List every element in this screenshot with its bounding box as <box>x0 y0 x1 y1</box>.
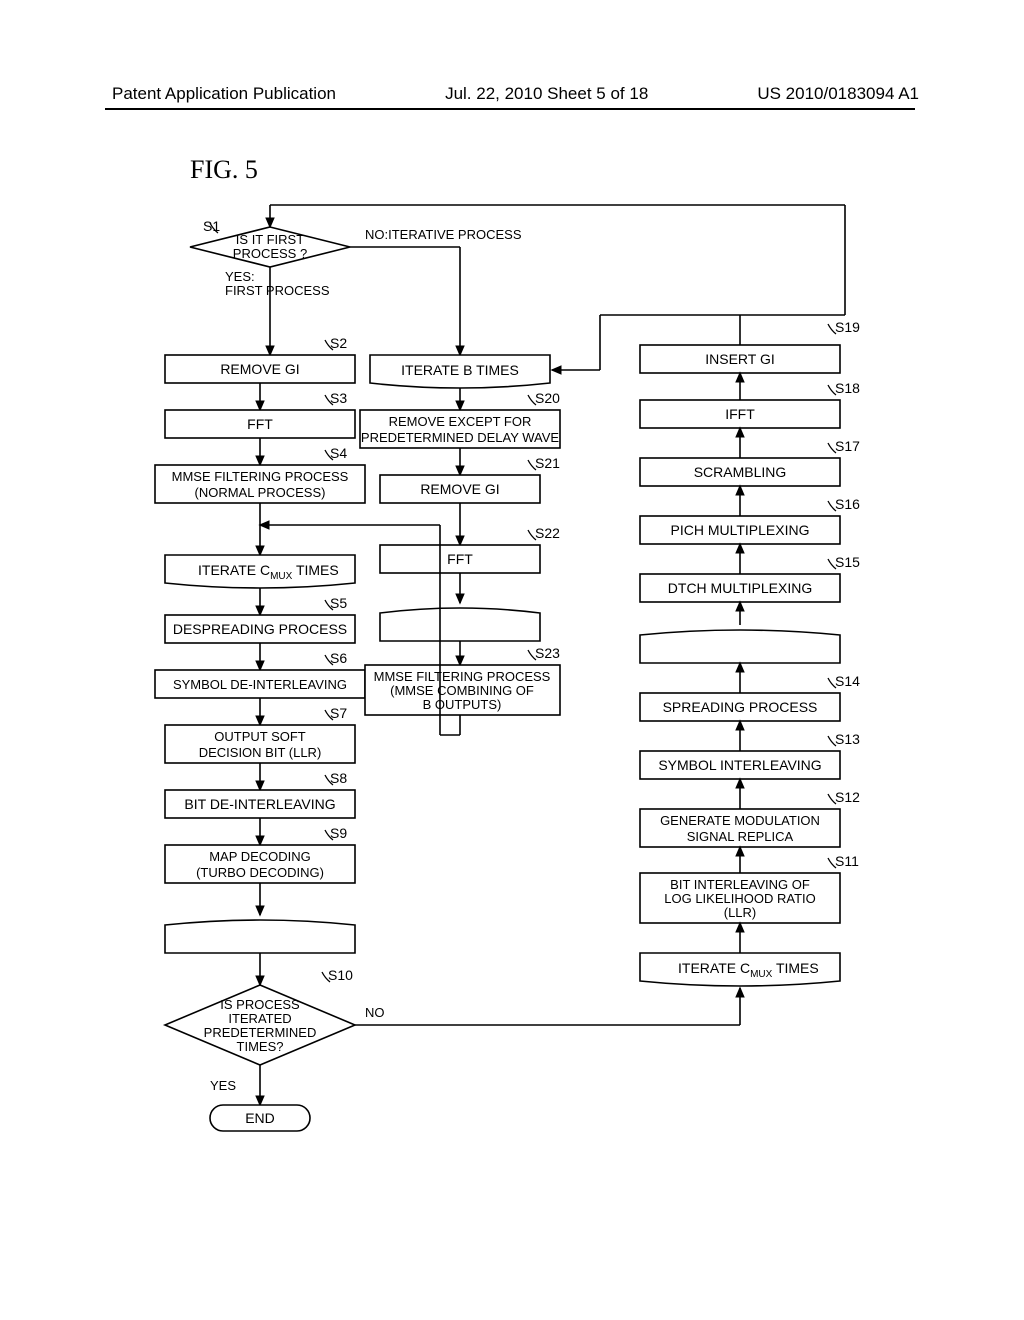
svg-text:END: END <box>245 1110 275 1126</box>
label-s11: S11 <box>835 853 859 869</box>
label-first-process: FIRST PROCESS <box>225 283 330 298</box>
label-s18: S18 <box>835 380 860 396</box>
svg-text:SYMBOL INTERLEAVING: SYMBOL INTERLEAVING <box>658 757 821 773</box>
svg-text:SPREADING PROCESS: SPREADING PROCESS <box>663 699 818 715</box>
label-s20: S20 <box>535 390 560 406</box>
svg-text:MMSE FILTERING PROCESS: MMSE FILTERING PROCESS <box>172 469 349 484</box>
svg-text:BIT DE-INTERLEAVING: BIT DE-INTERLEAVING <box>184 796 335 812</box>
svg-text:ITERATE B TIMES: ITERATE B TIMES <box>401 362 519 378</box>
label-s12: S12 <box>835 789 860 805</box>
label-s3: S3 <box>330 390 347 406</box>
label-s9: S9 <box>330 825 347 841</box>
svg-text:MAP DECODING: MAP DECODING <box>209 849 311 864</box>
svg-text:(MMSE COMBINING OF: (MMSE COMBINING OF <box>390 683 534 698</box>
label-s8: S8 <box>330 770 347 786</box>
svg-text:PROCESS ?: PROCESS ? <box>233 246 307 261</box>
label-s16: S16 <box>835 496 860 512</box>
label-s10: S10 <box>328 967 353 983</box>
svg-text:MMSE FILTERING PROCESS: MMSE FILTERING PROCESS <box>374 669 551 684</box>
svg-text:DECISION BIT (LLR): DECISION BIT (LLR) <box>199 745 322 760</box>
loop-bottom-cmux <box>165 920 355 953</box>
flowchart: IS IT FIRST PROCESS ? S1 NO:ITERATIVE PR… <box>140 195 880 1255</box>
svg-text:ITERATED: ITERATED <box>228 1011 291 1026</box>
svg-text:REMOVE GI: REMOVE GI <box>420 481 499 497</box>
svg-text:IFFT: IFFT <box>725 406 755 422</box>
label-s7: S7 <box>330 705 347 721</box>
label-no-iterative: NO:ITERATIVE PROCESS <box>365 227 522 242</box>
decision-iterated: IS PROCESS ITERATED PREDETERMINED TIMES? <box>165 985 355 1065</box>
svg-text:FFT: FFT <box>447 551 473 567</box>
label-yes: YES: <box>225 269 255 284</box>
label-s17: S17 <box>835 438 860 454</box>
loop-bottom-b <box>380 608 540 641</box>
svg-text:SIGNAL REPLICA: SIGNAL REPLICA <box>687 829 794 844</box>
header-mid: Jul. 22, 2010 Sheet 5 of 18 <box>445 84 648 104</box>
svg-text:IS PROCESS: IS PROCESS <box>220 997 300 1012</box>
label-s13: S13 <box>835 731 860 747</box>
label-s15: S15 <box>835 554 860 570</box>
svg-text:INSERT GI: INSERT GI <box>705 351 775 367</box>
svg-text:GENERATE MODULATION: GENERATE MODULATION <box>660 813 820 828</box>
label-s22: S22 <box>535 525 560 541</box>
page-header: Patent Application Publication Jul. 22, … <box>0 84 1024 104</box>
svg-text:PREDETERMINED: PREDETERMINED <box>204 1025 317 1040</box>
header-left: Patent Application Publication <box>112 84 336 104</box>
svg-text:PREDETERMINED DELAY WAVE: PREDETERMINED DELAY WAVE <box>361 430 559 445</box>
label-s14: S14 <box>835 673 860 689</box>
svg-text:REMOVE GI: REMOVE GI <box>220 361 299 377</box>
svg-text:DTCH MULTIPLEXING: DTCH MULTIPLEXING <box>668 580 812 596</box>
header-rule <box>105 108 915 110</box>
label-yes2: YES <box>210 1078 236 1093</box>
svg-text:FFT: FFT <box>247 416 273 432</box>
label-s5: S5 <box>330 595 347 611</box>
svg-text:PICH MULTIPLEXING: PICH MULTIPLEXING <box>671 522 810 538</box>
label-s21: S21 <box>535 455 560 471</box>
svg-text:B OUTPUTS): B OUTPUTS) <box>423 697 502 712</box>
label-s2: S2 <box>330 335 347 351</box>
label-s4: S4 <box>330 445 347 461</box>
page-root: Patent Application Publication Jul. 22, … <box>0 0 1024 1320</box>
label-s19: S19 <box>835 319 860 335</box>
svg-text:LOG LIKELIHOOD RATIO: LOG LIKELIHOOD RATIO <box>664 891 815 906</box>
svg-text:DESPREADING PROCESS: DESPREADING PROCESS <box>173 621 347 637</box>
svg-text:(TURBO DECODING): (TURBO DECODING) <box>196 865 324 880</box>
svg-text:(LLR): (LLR) <box>724 905 757 920</box>
svg-text:OUTPUT SOFT: OUTPUT SOFT <box>214 729 306 744</box>
svg-text:(NORMAL PROCESS): (NORMAL PROCESS) <box>195 485 326 500</box>
svg-text:TIMES?: TIMES? <box>237 1039 284 1054</box>
svg-text:REMOVE EXCEPT FOR: REMOVE EXCEPT FOR <box>389 414 532 429</box>
header-right: US 2010/0183094 A1 <box>757 84 919 104</box>
label-no2: NO <box>365 1005 385 1020</box>
svg-text:SYMBOL DE-INTERLEAVING: SYMBOL DE-INTERLEAVING <box>173 677 347 692</box>
figure-label: FIG. 5 <box>190 155 258 185</box>
svg-text:BIT INTERLEAVING OF: BIT INTERLEAVING OF <box>670 877 810 892</box>
label-s23: S23 <box>535 645 560 661</box>
loop-top-right <box>640 630 840 663</box>
svg-text:SCRAMBLING: SCRAMBLING <box>694 464 787 480</box>
label-s6: S6 <box>330 650 347 666</box>
svg-text:IS IT FIRST: IS IT FIRST <box>236 232 304 247</box>
